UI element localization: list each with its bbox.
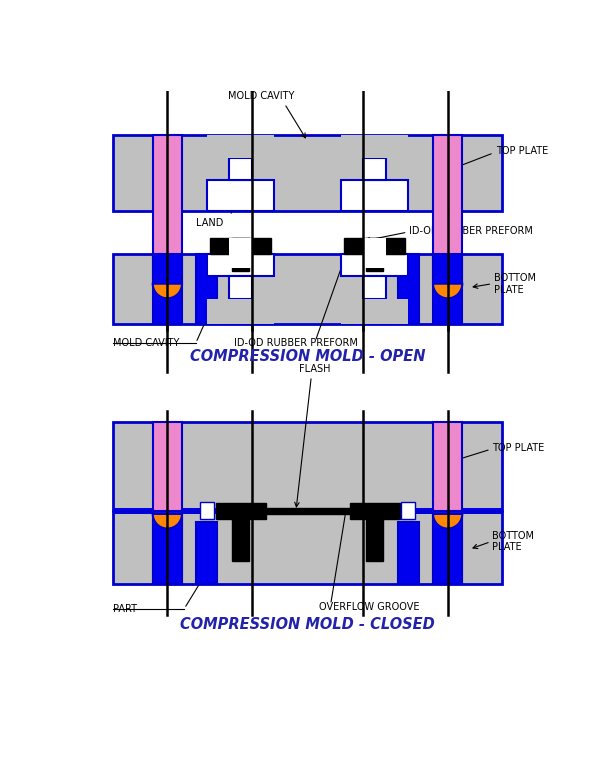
Bar — [232, 518, 249, 561]
Bar — [341, 135, 409, 158]
Bar — [206, 180, 274, 211]
Bar — [229, 238, 252, 268]
Text: BOTTOM
PLATE: BOTTOM PLATE — [494, 273, 536, 295]
Bar — [366, 518, 383, 561]
Text: TOP PLATE: TOP PLATE — [496, 146, 548, 157]
Bar — [200, 502, 214, 518]
Text: FLASH: FLASH — [299, 364, 331, 374]
Bar — [211, 237, 271, 255]
Bar — [153, 514, 182, 584]
Bar — [363, 158, 386, 180]
Bar — [229, 158, 252, 180]
Bar — [401, 502, 415, 518]
Bar — [113, 255, 502, 324]
Text: COMPRESSION MOLD - CLOSED: COMPRESSION MOLD - CLOSED — [180, 616, 435, 632]
Bar — [398, 255, 419, 324]
Bar — [344, 237, 404, 255]
Wedge shape — [433, 514, 462, 528]
Bar — [206, 299, 274, 324]
Text: LAND: LAND — [196, 218, 223, 228]
Bar — [113, 423, 502, 584]
Bar — [363, 238, 386, 268]
Bar — [433, 255, 462, 324]
Bar — [153, 511, 182, 584]
Bar — [113, 508, 502, 514]
Wedge shape — [433, 283, 462, 299]
Wedge shape — [153, 514, 182, 528]
Text: OVERFLOW GROOVE: OVERFLOW GROOVE — [319, 602, 419, 612]
Bar — [433, 511, 462, 584]
Bar — [341, 255, 409, 276]
Bar — [206, 135, 274, 158]
Bar — [153, 135, 182, 283]
Bar — [196, 255, 217, 324]
Text: ID-OD RUBBER PREFORM: ID-OD RUBBER PREFORM — [409, 226, 533, 236]
Bar — [216, 503, 266, 518]
Bar — [113, 135, 502, 211]
Text: MOLD CAVITY: MOLD CAVITY — [228, 91, 295, 101]
Bar — [433, 423, 462, 514]
Bar — [398, 521, 419, 584]
Text: MOLD CAVITY: MOLD CAVITY — [113, 338, 179, 348]
Bar — [206, 255, 274, 276]
Bar — [341, 299, 409, 324]
Text: ID-OD RUBBER PREFORM: ID-OD RUBBER PREFORM — [235, 338, 358, 348]
Wedge shape — [153, 283, 182, 299]
Bar — [363, 276, 386, 299]
Text: BOTTOM
PLATE: BOTTOM PLATE — [493, 530, 534, 553]
Bar — [366, 238, 383, 271]
Text: PART: PART — [113, 603, 137, 613]
Bar — [265, 508, 350, 514]
Bar — [232, 238, 249, 271]
Text: COMPRESSION MOLD - OPEN: COMPRESSION MOLD - OPEN — [190, 350, 425, 364]
Bar — [229, 276, 252, 299]
Text: TOP PLATE: TOP PLATE — [493, 443, 545, 453]
Bar — [433, 135, 462, 283]
Bar — [153, 423, 182, 514]
Bar — [341, 180, 409, 211]
Bar — [196, 521, 217, 584]
Bar — [153, 255, 182, 324]
Bar — [350, 503, 400, 518]
Bar — [433, 514, 462, 584]
